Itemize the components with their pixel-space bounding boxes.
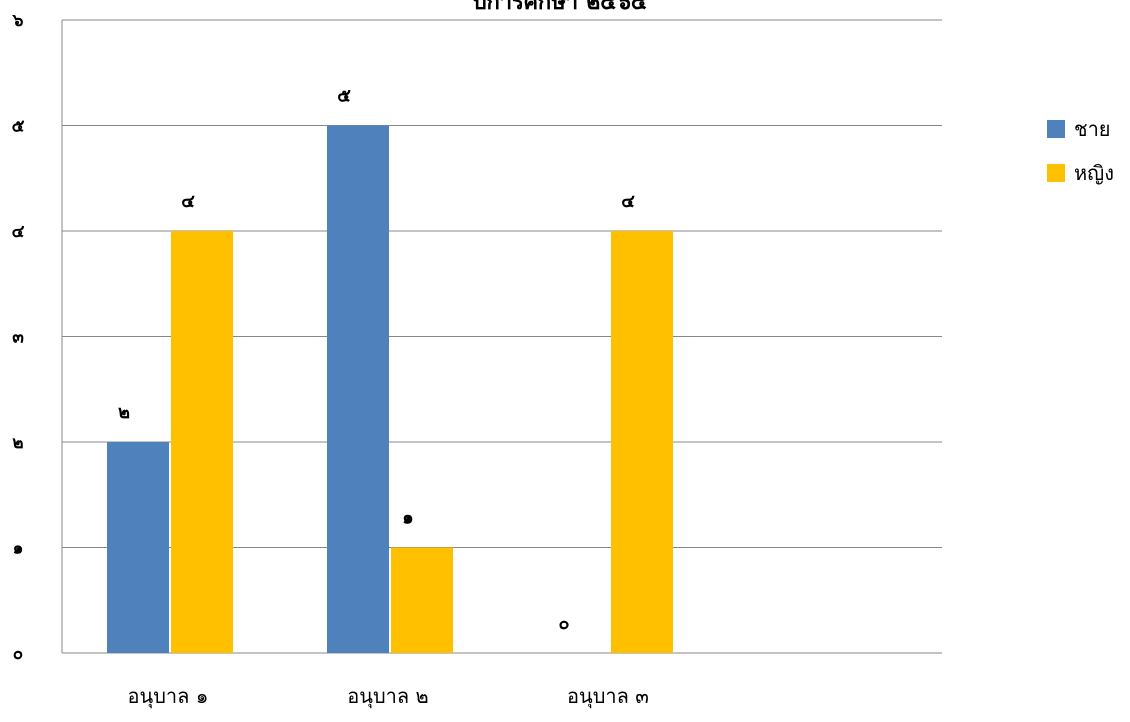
y-tick-label: ๐ <box>13 644 23 664</box>
y-tick-label: ๒ <box>12 433 23 453</box>
data-labels: ๒ ๔ ๕๑๐ ๔ <box>118 86 635 635</box>
y-tick-label: ๑ <box>13 539 24 559</box>
data-label: ๒ <box>118 402 130 423</box>
bars <box>107 125 673 653</box>
x-tick-label: อนุบาล ๒ <box>347 684 428 709</box>
bar-female-1 <box>171 231 233 653</box>
data-label: ๐ <box>559 613 570 634</box>
data-label: ๔ <box>181 191 195 212</box>
chart-title: ปีการศึกษา ๒๕๖๔ <box>471 0 648 15</box>
y-tick-label: ๖ <box>12 11 24 31</box>
legend-label: ชาย <box>1074 117 1111 141</box>
bar-male-1 <box>107 442 169 653</box>
bar-male-2 <box>327 125 389 653</box>
y-tick-label: ๓ <box>12 328 24 348</box>
y-tick-label: ๕ <box>12 117 25 137</box>
legend-swatch-male <box>1047 120 1065 138</box>
x-axis: อนุบาล ๑ อนุบาล ๒ อนุบาล ๓ <box>128 684 649 709</box>
bar-female-3 <box>611 231 673 653</box>
data-label: ๔ <box>621 191 635 212</box>
data-label: ๕ <box>337 86 351 107</box>
x-tick-label: อนุบาล ๑ <box>128 684 209 709</box>
legend-label: หญิง <box>1074 161 1114 185</box>
legend-swatch-female <box>1047 164 1065 182</box>
y-tick-label: ๔ <box>12 222 25 242</box>
data-label: ๑ <box>402 508 413 529</box>
x-tick-label: อนุบาล ๓ <box>567 684 649 709</box>
y-axis: ๐ ๑ ๒ ๓ ๔ ๕ ๖ <box>12 11 63 664</box>
bar-female-2 <box>391 547 453 653</box>
